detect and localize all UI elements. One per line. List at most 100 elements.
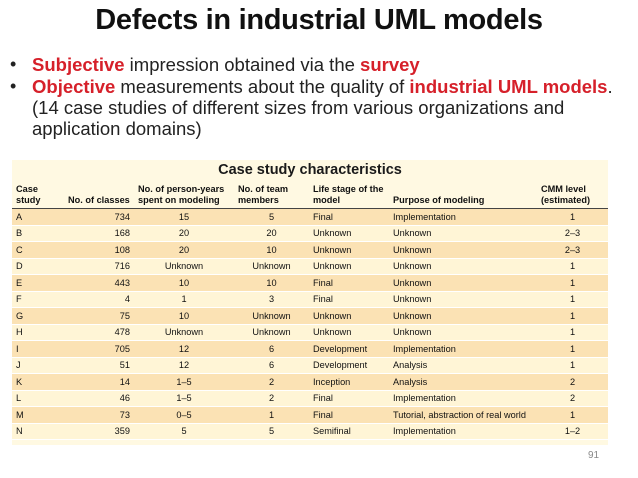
table-cell: 20 [134, 225, 234, 242]
table-cell: 0–5 [134, 406, 234, 424]
table-cell: 14 [64, 373, 134, 391]
table-cell: N [12, 423, 64, 440]
table-cell: 12 [134, 340, 234, 358]
table-cell: Inception [309, 373, 389, 391]
table-cell: Analysis [389, 357, 537, 374]
table-cell: 2 [537, 373, 608, 391]
table-cell: 1 [537, 307, 608, 325]
table-row: K 14 1–5 2 Inception Analysis 2 [12, 373, 608, 391]
table-cell: Unknown [309, 225, 389, 242]
table-row: H 478 Unknown Unknown Unknown Unknown 1 [12, 324, 608, 341]
table-cell: 716 [64, 258, 134, 275]
table-cell: G [12, 307, 64, 325]
table-cell: 20 [134, 241, 234, 259]
table-cell: Unknown [389, 258, 537, 275]
table-cell: 10 [134, 307, 234, 325]
bullet-list: • Subjective impression obtained via the… [6, 54, 632, 140]
table-cell: 359 [64, 423, 134, 440]
table-cell: 12 [134, 357, 234, 374]
table-cell: Unknown [389, 225, 537, 242]
table-cell: F [12, 291, 64, 308]
table-cell: 6 [234, 357, 309, 374]
table-cell: I [12, 340, 64, 358]
table-cell: Unknown [389, 291, 537, 308]
table-cell: 1 [537, 291, 608, 308]
bullet-dot-icon: • [10, 76, 17, 96]
table-body: A 734 15 5 Final Implementation 1 B 168 20 20 Unkno… [12, 208, 608, 440]
table-cell: 1–2 [537, 423, 608, 440]
table-cell: 1–5 [134, 390, 234, 407]
table-cell: 1 [537, 258, 608, 275]
table-row: F 4 1 3 Final Unknown 1 [12, 291, 608, 308]
table-cell: L [12, 390, 64, 407]
column-header: No. of classes [64, 184, 134, 209]
table-cell: M [12, 406, 64, 424]
table-cell: Unknown [134, 324, 234, 341]
table-row: B 168 20 20 Unknown Unknown 2–3 [12, 225, 608, 242]
table-cell: 75 [64, 307, 134, 325]
table-cell: 734 [64, 208, 134, 226]
table-cell: Final [309, 406, 389, 424]
table-cell: Tutorial, abstraction of real world [389, 406, 537, 424]
table-cell: Unknown [309, 241, 389, 259]
table-row: A 734 15 5 Final Implementation 1 [12, 208, 608, 226]
bullet-text-emphasis: survey [360, 54, 420, 75]
table-cell: 1 [537, 357, 608, 374]
bullet-text: . (14 case studies of different sizes fr… [32, 76, 613, 139]
table-cell: A [12, 208, 64, 226]
table-cell: 6 [234, 340, 309, 358]
bullet-text: impression obtained via the [124, 54, 361, 75]
table-row: I 705 12 6 Development Implementation 1 [12, 340, 608, 358]
table-cell: Development [309, 340, 389, 358]
table-cell: K [12, 373, 64, 391]
table-cell: Semifinal [309, 423, 389, 440]
slide-title: Defects in industrial UML models [95, 4, 543, 36]
bullet-item-objective: • Objective measurements about the quali… [6, 76, 632, 139]
table-cell: Unknown [389, 324, 537, 341]
table-cell: 2 [537, 390, 608, 407]
table-cell: 1 [537, 406, 608, 424]
column-header: Life stage of the model [309, 184, 389, 209]
table-cell: Unknown [234, 324, 309, 341]
table-cell: C [12, 241, 64, 259]
table-cell: 2 [234, 373, 309, 391]
table-cell: Unknown [234, 307, 309, 325]
table-row: J 51 12 6 Development Analysis 1 [12, 357, 608, 374]
table-cell: Final [309, 390, 389, 407]
table-cell: 1 [537, 340, 608, 358]
table-cell: 478 [64, 324, 134, 341]
table-row: M 73 0–5 1 Final Tutorial, abstraction of rea… [12, 406, 608, 424]
table-cell: 443 [64, 274, 134, 292]
table-cell: 73 [64, 406, 134, 424]
table-cell: Unknown [134, 258, 234, 275]
table-cell: 5 [234, 423, 309, 440]
table-cell: Implementation [389, 390, 537, 407]
column-header: CMM level (estimated) [537, 184, 608, 209]
table-cell: Unknown [389, 274, 537, 292]
case-study-table: Case study No. of classes No. of person-… [12, 184, 608, 440]
bullet-item-subjective: • Subjective impression obtained via the… [6, 54, 632, 75]
table-cell: Unknown [309, 258, 389, 275]
table-cell: 1 [537, 208, 608, 226]
table-cell: 168 [64, 225, 134, 242]
bullet-text-emphasis: industrial UML models [409, 76, 608, 97]
table-row: L 46 1–5 2 Final Implementation 2 [12, 390, 608, 407]
table-cell: B [12, 225, 64, 242]
table-cell: Final [309, 291, 389, 308]
table-title: Case study characteristics [218, 162, 402, 178]
table-cell: 15 [134, 208, 234, 226]
table-cell: 4 [64, 291, 134, 308]
table-cell: 108 [64, 241, 134, 259]
table-cell: 2–3 [537, 241, 608, 259]
table-cell: H [12, 324, 64, 341]
table-header-row: Case study No. of classes No. of person-… [12, 184, 608, 209]
page-number: 91 [588, 450, 600, 461]
table-row: C 108 20 10 Unknown Unknown 2–3 [12, 241, 608, 259]
table-cell: 705 [64, 340, 134, 358]
bullet-text: measurements about the quality of [115, 76, 410, 97]
table-cell: 51 [64, 357, 134, 374]
table-cell: Unknown [389, 241, 537, 259]
table-cell: Implementation [389, 423, 537, 440]
table-cell: Final [309, 274, 389, 292]
table-cell: 1 [537, 324, 608, 341]
